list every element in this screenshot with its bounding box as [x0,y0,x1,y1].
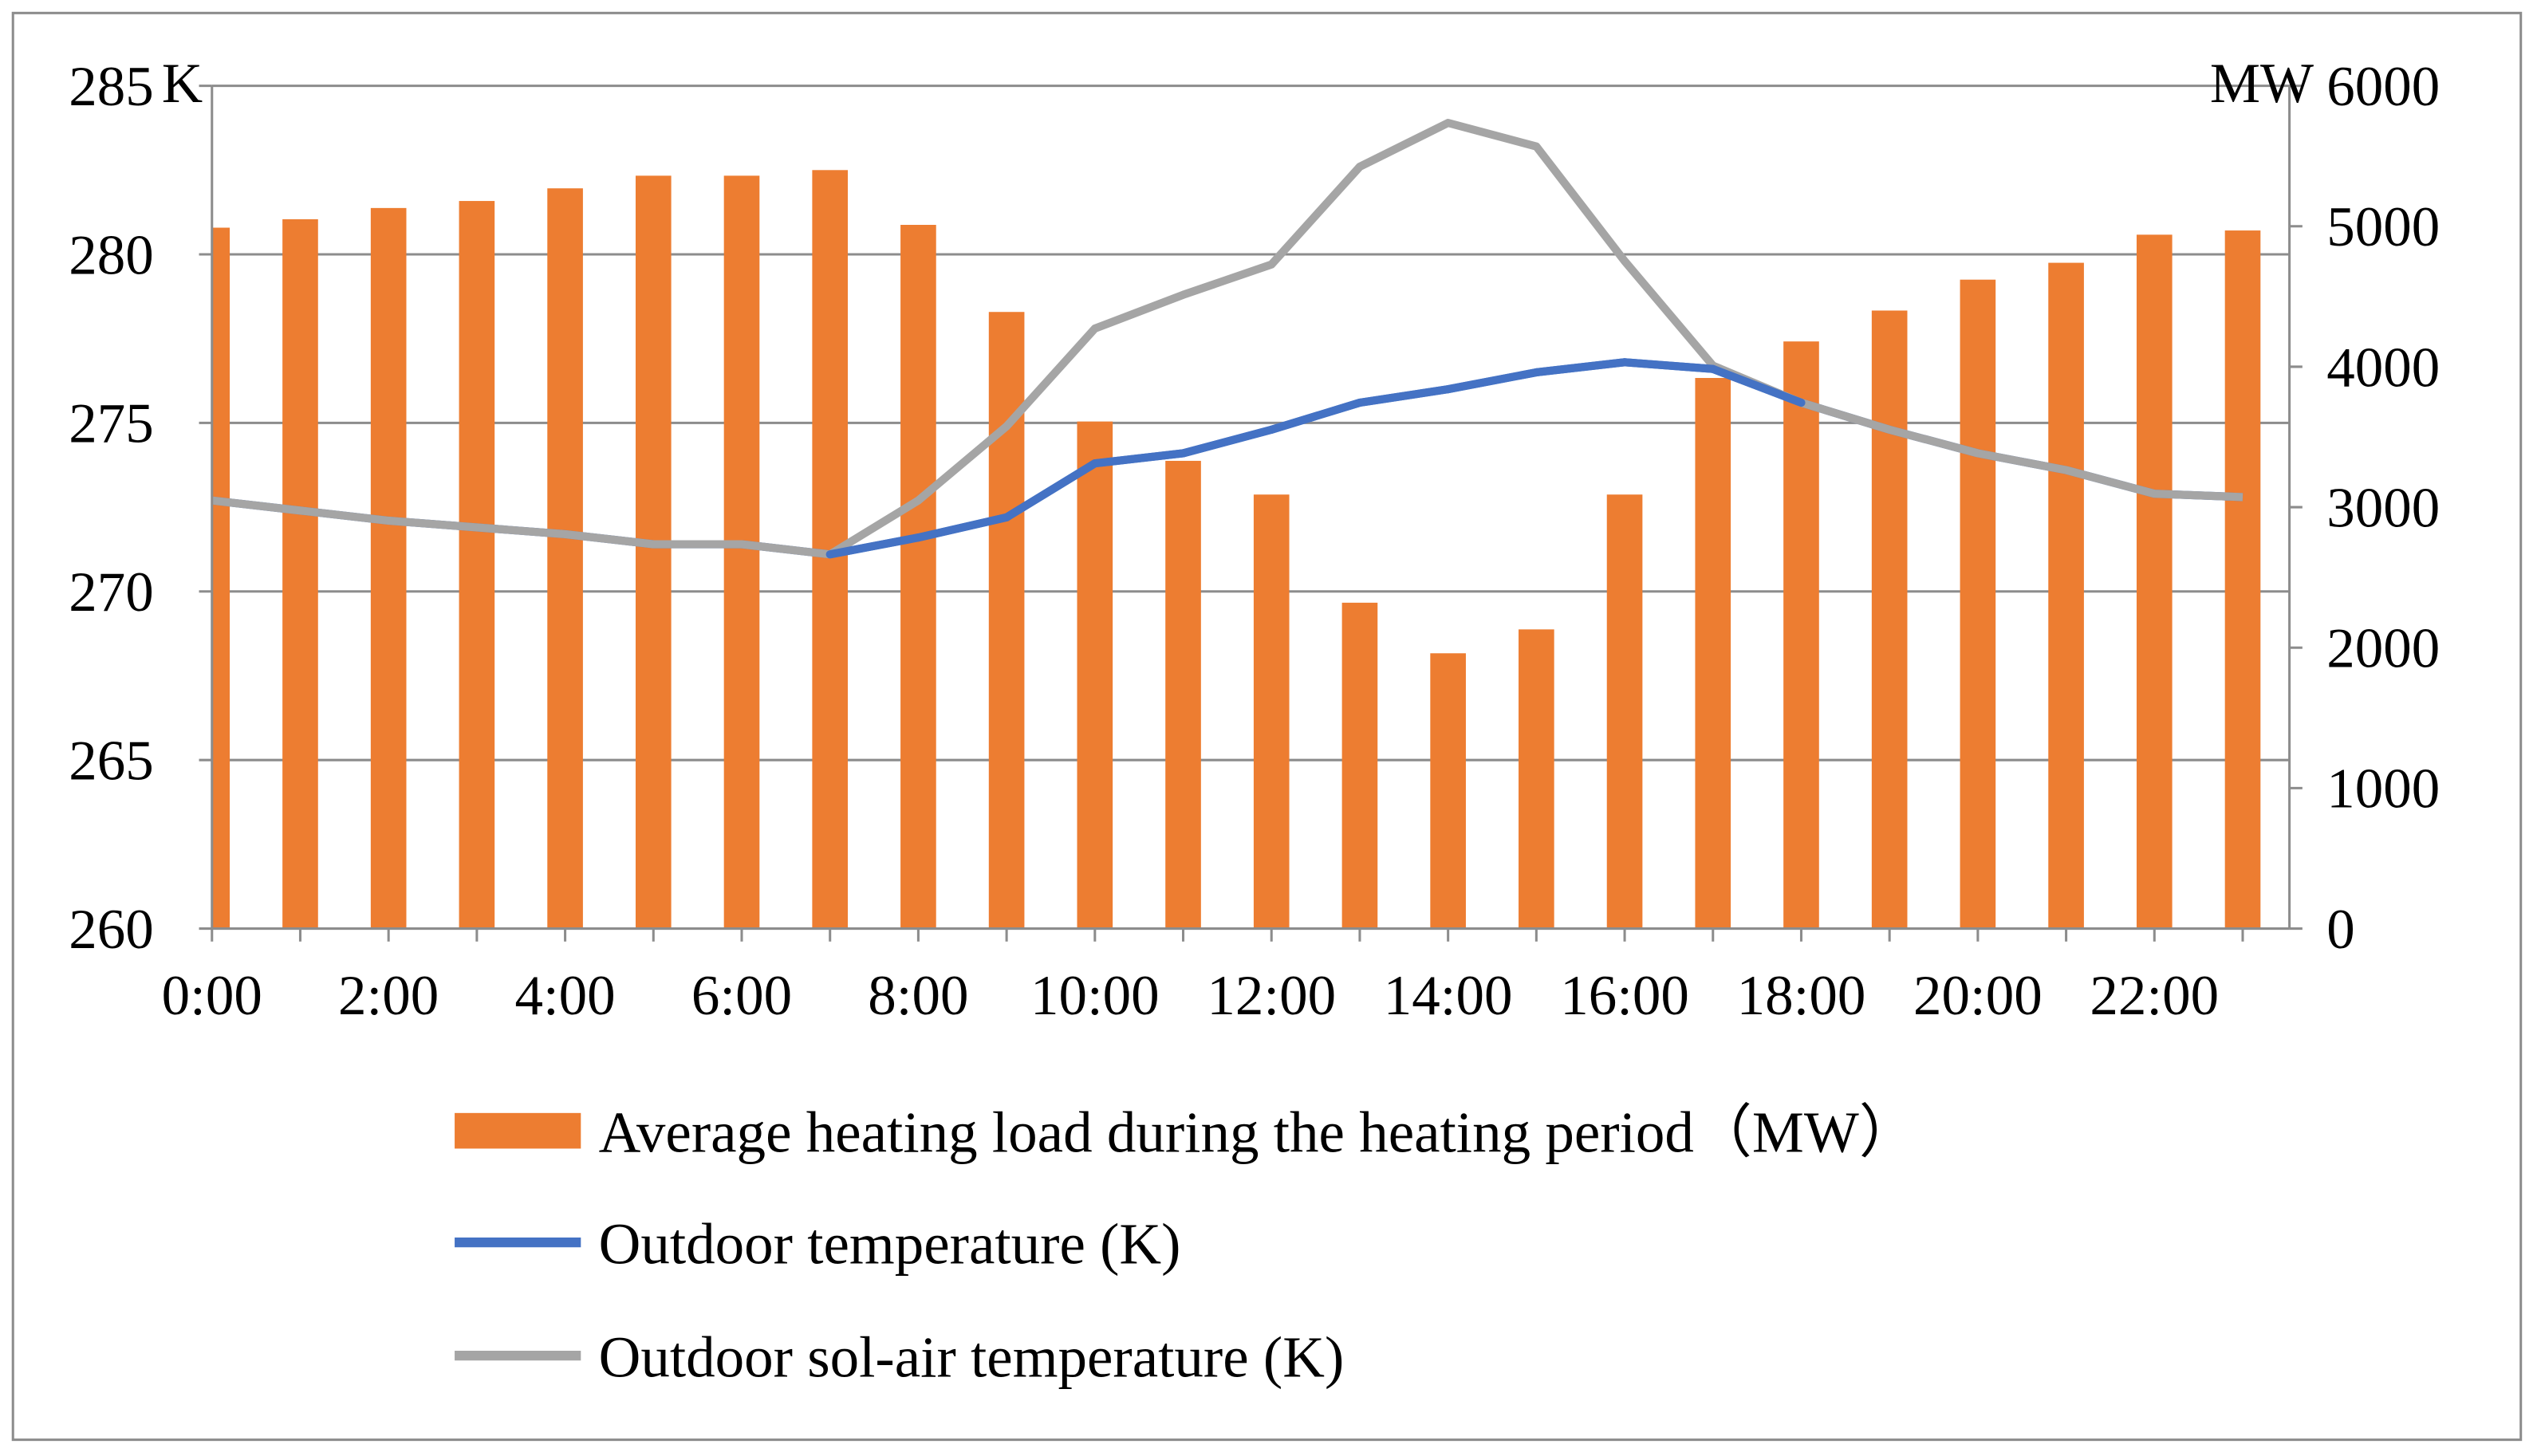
left-tick-label: 270 [69,561,154,624]
bar-14:00 [1430,653,1466,929]
bar-5:00 [635,175,672,929]
line-outdoor-temperature-segment [1267,398,1365,434]
right-tick-label: 1000 [2326,758,2440,820]
line-outdoor-temperature-segment [1090,449,1188,468]
bar-23:00 [2224,230,2261,929]
line-outdoor-temperature-segment [1532,358,1629,377]
bar-18:00 [1783,341,1819,929]
bar-6:00 [723,175,760,929]
right-tick-label: 5000 [2326,196,2440,258]
right-tick-label: 6000 [2326,56,2440,118]
bar-17:00 [1695,378,1731,929]
bar-16:00 [1606,494,1643,929]
bar-13:00 [1341,602,1378,929]
bar-22:00 [2136,234,2173,929]
left-tick-label: 260 [69,899,154,961]
legend-swatch-heating-load [455,1112,581,1149]
bar-19:00 [1871,310,1908,929]
bar-0:00 [211,227,230,929]
right-axis-unit: MW [2210,53,2314,115]
bar-8:00 [900,225,936,929]
x-tick-label: 6:00 [691,965,792,1027]
x-tick-label: 22:00 [2090,965,2219,1027]
right-tick-label: 4000 [2326,336,2440,399]
left-tick-label: 265 [69,730,154,793]
line-outdoor-temperature-segment [825,533,923,559]
x-tick-label: 4:00 [514,965,615,1027]
bar-11:00 [1165,460,1201,929]
bar-21:00 [2048,262,2084,929]
line-outdoor-temperature-segment [1179,425,1276,458]
bar-12:00 [1253,494,1290,929]
right-tick-label: 2000 [2326,618,2440,680]
line-outdoor-temperature-segment [1620,358,1717,373]
line-outdoor-temperature-segment [1003,459,1099,521]
x-tick-label: 20:00 [1913,965,2043,1027]
left-axis-unit: K [162,53,203,115]
bar-2:00 [370,207,407,929]
x-tick-label: 12:00 [1207,965,1336,1027]
left-tick-label: 285 [69,56,154,118]
line-outdoor-temperature-segment [1355,385,1452,407]
right-tick-label: 3000 [2326,477,2440,539]
legend: Average heating load during the heating … [455,1100,1917,1390]
legend-label-heating-load: Average heating load during the heating … [599,1100,1917,1165]
bar-1:00 [282,218,318,929]
bar-4:00 [547,188,583,929]
right-tick-label: 0 [2326,899,2355,961]
left-tick-label: 280 [69,224,154,286]
legend-label-outdoor-temp: Outdoor temperature (K) [599,1211,1181,1276]
line-outdoor-temperature-segment [1444,368,1541,394]
bar-20:00 [1960,279,1996,929]
line-sol-air-temperature [211,119,2244,559]
x-tick-label: 2:00 [338,965,439,1027]
bar-10:00 [1077,421,1113,929]
bar-15:00 [1519,629,1554,929]
x-tick-label: 16:00 [1560,965,1689,1027]
x-tick-label: 8:00 [868,965,968,1027]
bar-3:00 [459,201,495,929]
legend-label-sol-air-temp: Outdoor sol-air temperature (K) [599,1325,1345,1390]
bar-9:00 [988,312,1025,929]
line-outdoor-temperature-segment [1708,364,1806,407]
left-tick-label: 275 [69,393,154,455]
x-tick-label: 14:00 [1384,965,1513,1027]
x-tick-label: 10:00 [1030,965,1160,1027]
x-tick-label: 0:00 [162,965,262,1027]
line-outdoor-temperature-segment [914,513,1011,542]
x-tick-label: 18:00 [1737,965,1866,1027]
